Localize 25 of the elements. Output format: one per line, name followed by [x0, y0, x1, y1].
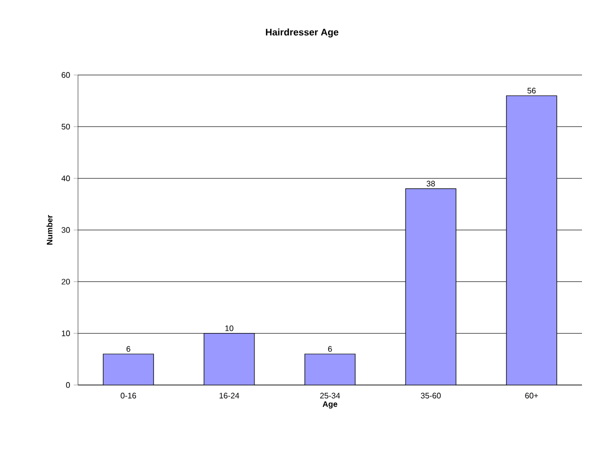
x-axis-title: Age [322, 401, 338, 409]
y-tick-label: 50 [62, 124, 70, 130]
y-tick-label: 60 [62, 72, 70, 78]
bar [506, 95, 558, 385]
bar [102, 354, 154, 385]
y-axis-title: Number [46, 215, 52, 245]
bar [204, 333, 255, 385]
data-label: 6 [126, 346, 130, 352]
chart-title: Hairdresser Age [266, 28, 338, 38]
y-tick-label: 40 [61, 176, 70, 182]
x-tick-label: 16-24 [220, 392, 240, 398]
bar [304, 354, 356, 385]
x-tick-label: 0-16 [120, 392, 136, 398]
y-tick-label: 30 [62, 227, 70, 233]
data-label: 56 [527, 88, 536, 94]
bar [405, 188, 456, 385]
y-tick-label: 0 [66, 382, 70, 388]
x-tick-label: 25-34 [320, 392, 340, 398]
data-label: 10 [225, 325, 234, 332]
x-tick-label: 60+ [525, 392, 538, 398]
y-tick-label: 20 [62, 278, 70, 284]
y-tick-label: 10 [62, 330, 70, 336]
data-label: 6 [328, 346, 332, 352]
data-label: 38 [426, 180, 435, 186]
x-tick-label: 35-60 [420, 392, 441, 398]
